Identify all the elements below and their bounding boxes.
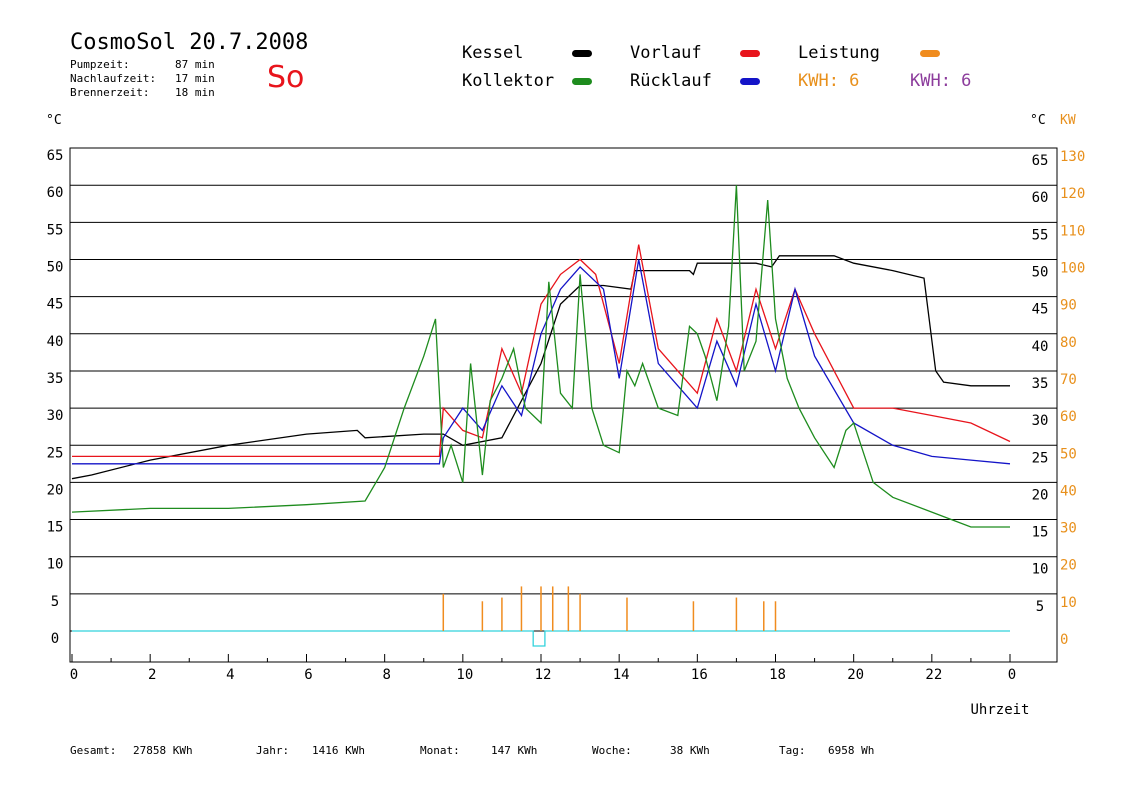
x-tick-label: 12: [535, 667, 552, 683]
series-kollektor: [71, 185, 1010, 528]
stat-brennerzeit-value: 18 min: [175, 86, 215, 99]
axis-labels: 0510152025303540455055606551015202530354…: [46, 113, 1085, 718]
y-right-tick-label: 35: [1032, 376, 1049, 392]
y-right-kw-tick-label: 10: [1060, 595, 1077, 611]
y-right-tick-label: 50: [1032, 265, 1049, 281]
footer-monat-value: 147 KWh: [491, 744, 538, 757]
legend-kwh-orange: KWH: 6: [798, 71, 860, 91]
legend-kessel-label: Kessel: [462, 43, 524, 63]
series-ruecklauf: [72, 259, 1011, 465]
data-series: [71, 185, 1011, 647]
y-right-tick-label: 65: [1032, 153, 1049, 169]
y-right-kw-tick-label: 30: [1060, 521, 1077, 537]
y-right-kw-tick-label: 120: [1060, 186, 1085, 202]
y-right-tick-label: 30: [1032, 413, 1049, 429]
legend-leistung-swatch: [920, 50, 940, 57]
y-right-kw-tick-label: 20: [1060, 558, 1077, 574]
legend-vorlauf-swatch: [740, 50, 760, 57]
grid-lines: [70, 147, 1057, 632]
y-right-kw-tick-label: 40: [1060, 483, 1077, 499]
y-left-tick-label: 65: [47, 148, 64, 164]
day-label: So: [267, 60, 305, 95]
x-tick-label: 4: [226, 667, 234, 683]
y-left-tick-label: 10: [47, 557, 64, 573]
footer-jahr-label: Jahr:: [256, 744, 290, 757]
y-left-tick-label: 35: [47, 371, 64, 387]
y-left-tick-label: 5: [51, 594, 59, 610]
x-tick-label: 0: [1008, 667, 1016, 683]
y-left-tick-label: 30: [47, 408, 64, 424]
x-tick-label: 18: [769, 667, 786, 683]
legend-leistung-label: Leistung: [798, 43, 880, 63]
y-right-kw-tick-label: 90: [1060, 298, 1077, 314]
y-right-kw-tick-label: 50: [1060, 446, 1077, 462]
y-left-tick-label: 50: [47, 260, 64, 276]
y-right-kw-tick-label: 0: [1060, 632, 1068, 648]
y-left-tick-label: 0: [51, 631, 59, 647]
y-right-tick-label: 5: [1036, 599, 1044, 615]
y-right-kw-unit-label: KW: [1060, 113, 1076, 128]
x-tick-label: 2: [148, 667, 156, 683]
footer-woche-label: Woche:: [592, 744, 632, 757]
y-right-tick-label: 60: [1032, 190, 1049, 206]
x-tick-label: 20: [847, 667, 864, 683]
y-right-kw-tick-label: 80: [1060, 335, 1077, 351]
legend-ruecklauf-swatch: [740, 78, 760, 85]
y-left-tick-label: 55: [47, 222, 64, 238]
stat-pumpzeit-label: Pumpzeit:: [70, 58, 130, 71]
stat-nachlaufzeit-value: 17 min: [175, 72, 215, 85]
legend-kollektor-swatch: [572, 78, 592, 85]
plot-frame: [69, 147, 1058, 663]
x-tick-label: 0: [70, 667, 78, 683]
legend-kwh-purple: KWH: 6: [910, 71, 972, 91]
y-right-tick-label: 55: [1032, 227, 1049, 243]
y-right-tick-label: 25: [1032, 450, 1049, 466]
y-right-kw-tick-label: 100: [1060, 261, 1085, 277]
y-right-unit-label: °C: [1030, 113, 1046, 128]
x-tick-label: 8: [382, 667, 390, 683]
legend-kollektor-label: Kollektor: [462, 71, 555, 91]
y-right-kw-tick-label: 70: [1060, 372, 1077, 388]
y-right-tick-label: 45: [1032, 302, 1049, 318]
x-tick-label: 10: [456, 667, 473, 683]
y-right-tick-label: 20: [1032, 487, 1049, 503]
legend-kessel-swatch: [572, 50, 592, 57]
stat-nachlaufzeit-label: Nachlaufzeit:: [70, 72, 157, 85]
x-tick-label: 22: [925, 667, 942, 683]
footer-gesamt-value: 27858 KWh: [133, 744, 193, 757]
y-right-tick-label: 15: [1032, 525, 1049, 541]
y-right-kw-tick-label: 60: [1060, 409, 1077, 425]
y-left-tick-label: 20: [47, 482, 64, 498]
footer-jahr-value: 1416 KWh: [312, 744, 365, 757]
legend-ruecklauf-label: Rücklauf: [630, 71, 712, 91]
x-tick-label: 16: [691, 667, 708, 683]
y-left-unit-label: °C: [46, 113, 62, 128]
y-left-tick-label: 45: [47, 297, 64, 313]
x-axis-label: Uhrzeit: [970, 702, 1029, 718]
y-right-kw-tick-label: 130: [1060, 149, 1085, 165]
axes: [69, 147, 1058, 663]
y-right-tick-label: 40: [1032, 339, 1049, 355]
pump-line: [72, 630, 1010, 647]
chart-title: CosmoSol 20.7.2008: [70, 30, 309, 55]
y-right-tick-label: 10: [1032, 562, 1049, 578]
footer-gesamt-label: Gesamt:: [70, 744, 117, 757]
y-left-tick-label: 60: [47, 185, 64, 201]
x-tick-label: 14: [613, 667, 630, 683]
y-right-kw-tick-label: 110: [1060, 223, 1085, 239]
x-tick-label: 6: [304, 667, 312, 683]
footer-tag-label: Tag:: [779, 744, 806, 757]
footer-tag-value: 6958 Wh: [828, 744, 875, 757]
legend-vorlauf-label: Vorlauf: [630, 43, 702, 63]
footer-woche-value: 38 KWh: [670, 744, 710, 757]
y-left-tick-label: 15: [47, 520, 64, 536]
stat-pumpzeit-value: 87 min: [175, 58, 215, 71]
footer-monat-label: Monat:: [420, 744, 460, 757]
series-vorlauf: [72, 244, 1011, 458]
y-left-tick-label: 25: [47, 445, 64, 461]
stat-brennerzeit-label: Brennerzeit:: [70, 86, 150, 99]
y-left-tick-label: 40: [47, 334, 64, 350]
